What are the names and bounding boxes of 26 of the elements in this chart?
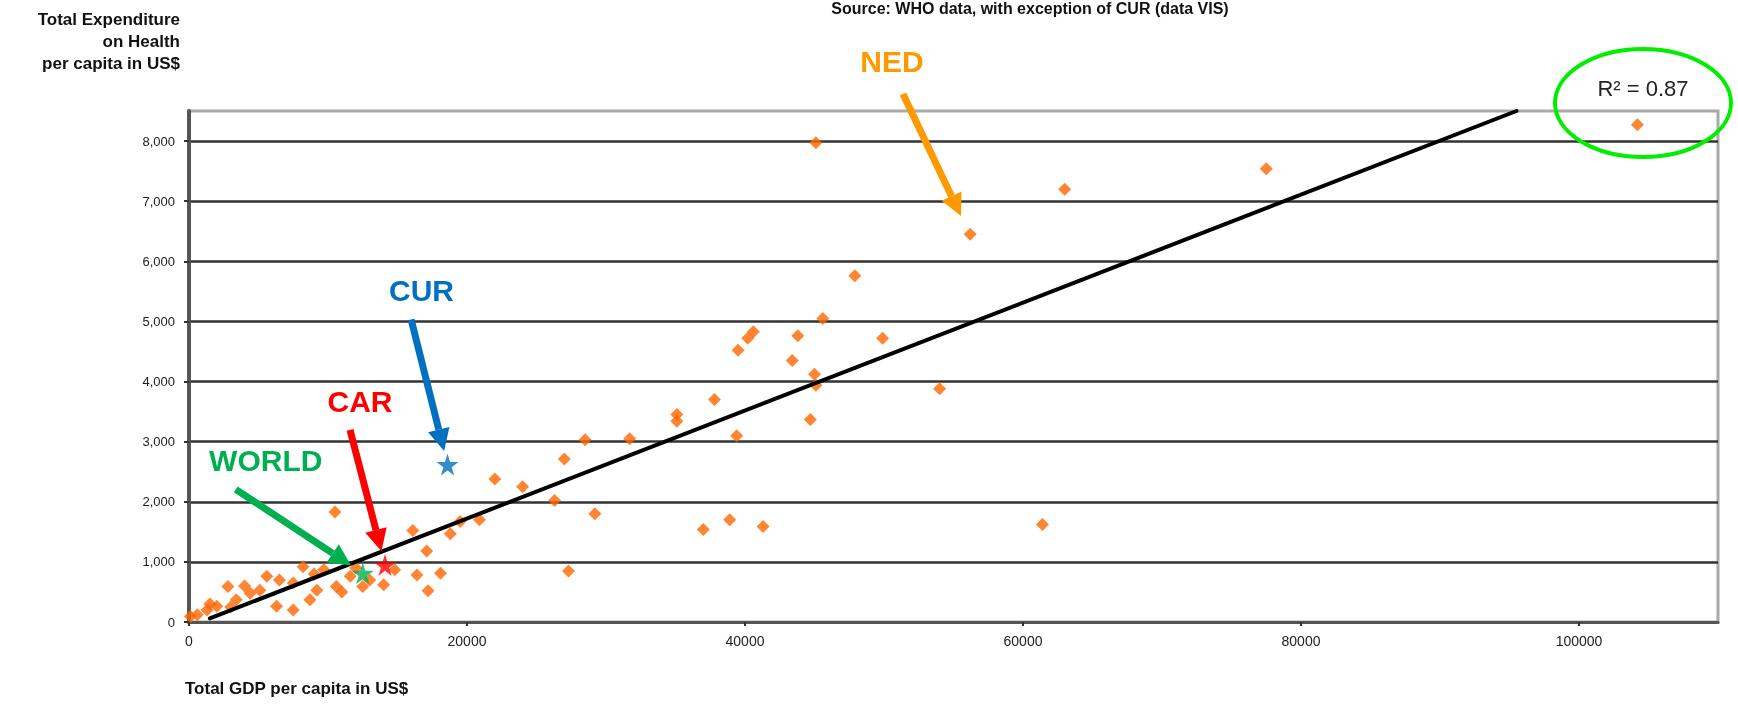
x-axis-title: Total GDP per capita in US$ <box>185 679 409 698</box>
x-tick-label: 100000 <box>1555 633 1603 649</box>
x-tick-label: 80000 <box>1281 633 1321 649</box>
y-tick-label: 3,000 <box>142 434 175 450</box>
point <box>373 553 396 576</box>
y-tick-label: 8,000 <box>142 133 175 149</box>
source-note: Source: WHO data, with exception of CUR (data VIS) <box>831 0 1229 18</box>
x-tick-label: 20000 <box>447 633 487 649</box>
x-tick-label: 40000 <box>725 633 765 649</box>
text: CAR <box>327 384 393 418</box>
y-tick-label: 5,000 <box>142 313 175 329</box>
y-tick-label: 4,000 <box>142 374 175 390</box>
point <box>351 562 374 585</box>
text: WORLD <box>209 444 323 478</box>
x-tick-label: 60000 <box>1003 633 1043 649</box>
y-axis-title: Total Expenditure on Health per capita in US$ <box>37 9 181 73</box>
y-tick-label: 6,000 <box>142 253 175 269</box>
text: CUR <box>389 274 455 308</box>
y-tick-label: 1,000 <box>142 554 175 570</box>
text: NED <box>860 44 924 78</box>
text: R² = 0.87 <box>1597 75 1689 101</box>
y-tick-label: 7,000 <box>142 193 175 209</box>
point <box>436 453 459 476</box>
y-tick-label: 2,000 <box>142 494 175 510</box>
x-tick-label: 0 <box>185 633 194 649</box>
y-tick-label: 0 <box>167 614 175 630</box>
